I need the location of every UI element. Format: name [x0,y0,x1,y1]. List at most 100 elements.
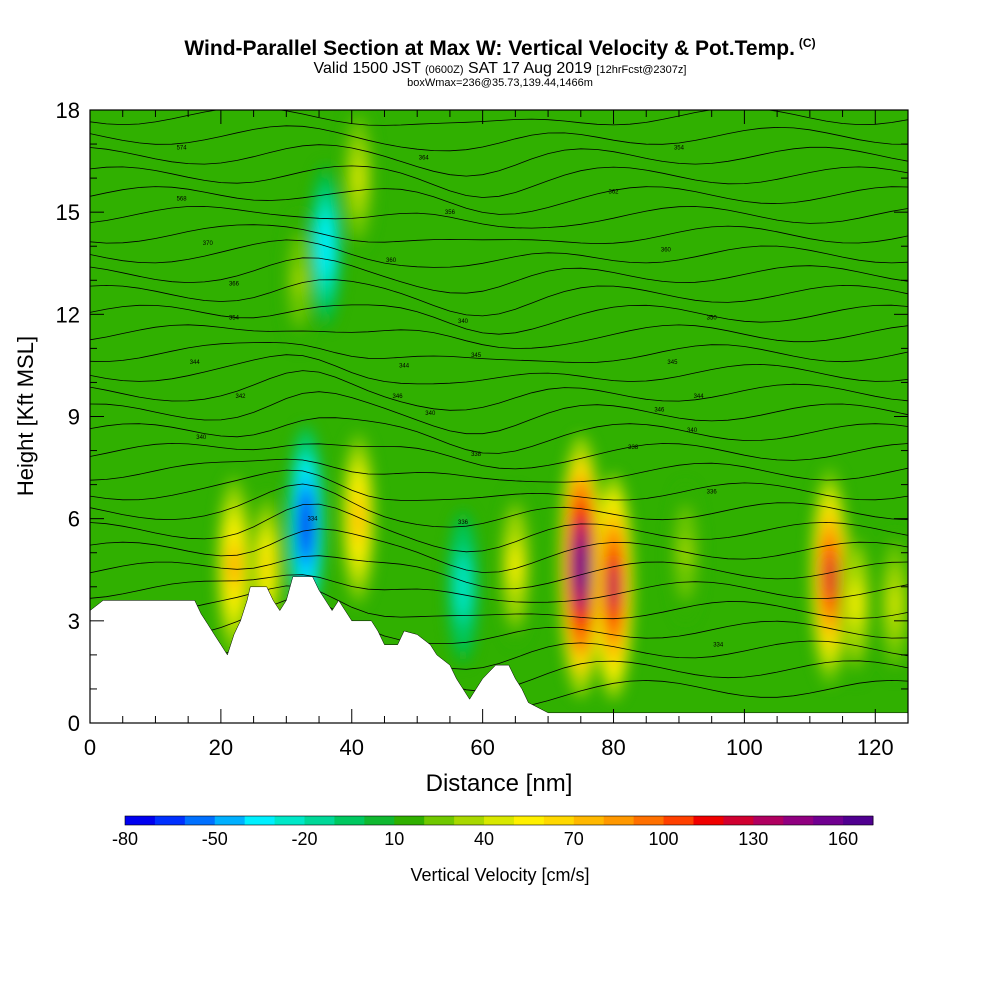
theta-contour [90,205,908,229]
x-tick-label: 60 [470,735,494,760]
forecast-info: [12hrFcst@2307z] [596,64,687,76]
colorbar-tick-label: 130 [738,829,768,849]
theta-contour-label: 334 [713,643,724,649]
colorbar-swatch [663,816,694,825]
theta-contour-label: 346 [654,408,665,414]
velocity-cell [447,509,480,664]
theta-contour-label: 340 [196,435,207,441]
x-axis-label: Distance [nm] [426,770,573,797]
theta-contour-label: 568 [177,197,188,203]
colorbar-swatch [454,816,485,825]
theta-contour-label: 366 [229,282,240,288]
velocity-cell [593,473,634,700]
theta-contour [90,257,908,294]
theta-contour [90,458,908,483]
theta-contour [90,354,908,385]
colorbar-swatch [603,816,635,825]
theta-contour-label: 338 [471,452,482,458]
utc-time: (0600Z) [425,64,464,76]
copyright-mark: (C) [798,36,816,50]
theta-contour-label: 342 [236,394,247,400]
colorbar-swatch [813,816,844,825]
theta-contour-label: 346 [393,394,404,400]
colorbar-swatch [783,816,814,825]
theta-contour-label: 344 [694,394,705,400]
x-tick-label: 20 [209,735,233,760]
colorbar-swatch [753,816,784,825]
theta-contour [90,144,908,177]
x-tick-label: 0 [84,735,96,760]
theta-contour [90,279,908,317]
theta-contour [90,585,908,620]
y-tick-label: 3 [68,609,80,634]
x-tick-label: 80 [601,735,625,760]
theta-contour [90,239,908,268]
colorbar-swatch [125,816,156,825]
theta-contour [90,224,908,245]
theta-contour-label: 370 [203,241,214,247]
theta-contour-label: 354 [229,316,240,322]
velocity-cell [341,432,376,605]
colorbar-tick-label: 160 [828,829,858,849]
theta-contour-label: 344 [399,363,410,369]
colorbar-swatch [394,816,425,825]
colorbar-swatch [693,816,724,825]
theta-contour-label: 360 [661,248,672,254]
velocity-cell [879,531,908,677]
theta-contour [90,597,908,644]
theta-contour-label: 350 [707,316,718,322]
velocity-cell [284,212,315,349]
y-axis-label: Height [Kft MSL] [13,336,38,496]
theta-contour-label: 364 [419,156,430,162]
theta-contour [90,165,908,198]
theta-contour [90,304,908,335]
colorbar-swatch [573,816,605,825]
theta-contour [90,483,908,528]
colorbar-tick-label: -20 [292,829,318,849]
y-tick-label: 15 [56,200,80,225]
colorbar-swatch [244,816,276,825]
theta-contour-label: 344 [190,360,201,366]
colorbar-tick-label: 40 [474,829,494,849]
theta-contour [90,324,908,349]
theta-contour-label: 340 [687,428,698,434]
theta-contour-label: 345 [667,360,678,366]
theta-contour [90,442,908,470]
colorbar-tick-label: -80 [112,829,138,849]
velocity-cell [558,435,603,698]
theta-contour [90,469,908,501]
y-tick-label: 18 [56,98,80,123]
colorbar-swatch [543,816,575,825]
x-tick-label: 40 [340,735,364,760]
y-tick-label: 6 [68,507,80,532]
theta-contour [90,341,908,364]
colorbar-swatch [633,816,665,825]
theta-contour [90,125,908,152]
theta-contour [90,186,908,215]
colorbar-tick-label: 70 [564,829,584,849]
colorbar-swatch [334,816,365,825]
colorbar-swatch [304,816,335,825]
theta-contour [90,574,908,603]
colorbar-swatch [513,816,545,825]
velocity-cell [670,484,701,621]
theta-contour [90,391,908,435]
valid-date: SAT 17 Aug 2019 [468,60,592,77]
theta-contour-label: 340 [425,411,436,417]
terrain [90,576,908,723]
velocity-cell [499,489,532,644]
box-info: boxWmax=236@35.73,139.44,1466m [407,77,593,89]
y-tick-label: 0 [68,711,80,736]
theta-contour-label: 334 [307,517,318,523]
chart-title: Wind-Parallel Section at Max W: Vertical… [0,36,1000,61]
theta-contour [90,503,908,553]
theta-contour-label: 336 [458,520,469,526]
theta-contour-label: 345 [471,353,482,359]
valid-time: Valid 1500 JST [313,60,421,77]
colorbar-swatch [184,816,216,825]
velocity-cell [839,526,872,681]
colorbar-swatch [274,816,306,825]
theta-contour-label: 574 [177,145,188,151]
theta-contour [90,417,908,454]
